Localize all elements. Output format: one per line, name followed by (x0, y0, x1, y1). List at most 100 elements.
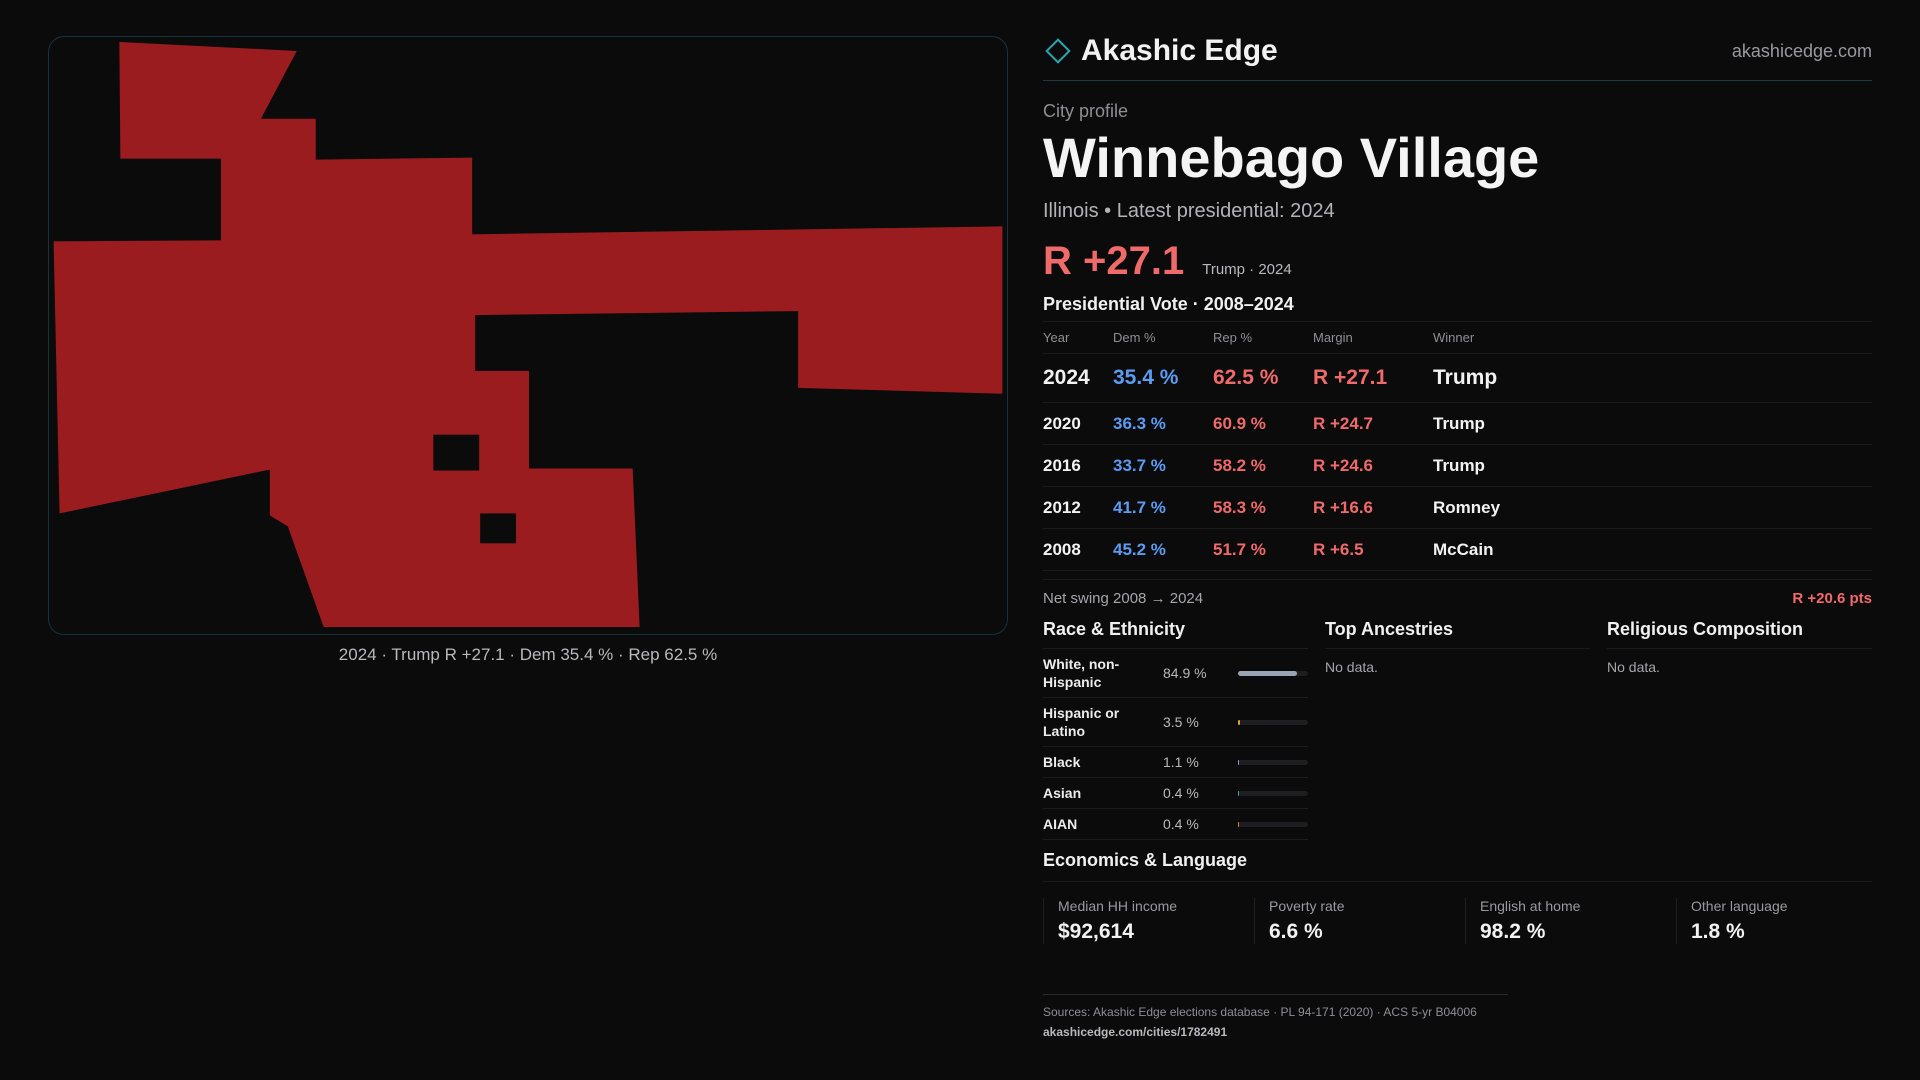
table-header-row: Year Dem % Rep % Margin Winner (1043, 321, 1872, 354)
race-bar (1238, 719, 1308, 725)
city-boundary-shape (53, 41, 1003, 628)
race-row: White, non-Hispanic 84.9 % (1043, 649, 1308, 698)
boundary-hole (480, 513, 517, 544)
winner-cell: McCain (1433, 528, 1872, 571)
diamond-logo-icon (1045, 38, 1071, 64)
net-swing: Net swing 2008 → 2024 R +20.6 pts (1043, 579, 1872, 607)
column-header: Winner (1433, 321, 1872, 354)
race-bar-fill (1238, 790, 1240, 796)
race-bar-fill (1238, 670, 1298, 676)
econ-label: Poverty rate (1269, 898, 1345, 914)
profile-panel: Akashic Edge akashicedge.com City profil… (1043, 30, 1872, 944)
race-value: 0.4 % (1163, 785, 1199, 801)
econ-value: $92,614 (1058, 920, 1134, 943)
race-bar-fill (1238, 759, 1240, 765)
econ-label: English at home (1480, 898, 1581, 914)
race-bar-fill (1238, 821, 1240, 827)
race-bar-fill (1238, 719, 1241, 725)
winner-cell: Trump (1433, 402, 1872, 445)
religion-section-title: Religious Composition (1607, 619, 1872, 649)
brand-header: Akashic Edge akashicedge.com (1043, 30, 1872, 81)
sources-url-link[interactable]: akashicedge.com/cities/1782491 (1043, 1025, 1228, 1039)
race-row: Black 1.1 % (1043, 747, 1308, 778)
race-row: AIAN 0.4 % (1043, 809, 1308, 840)
year-cell: 2012 (1043, 486, 1113, 529)
column-header: Year (1043, 321, 1113, 354)
race-row: Asian 0.4 % (1043, 778, 1308, 809)
rep-cell: 58.3 % (1213, 486, 1313, 529)
votes-table: Year Dem % Rep % Margin Winner 2024 35.4… (1043, 321, 1872, 571)
margin-cell: R +16.6 (1313, 486, 1433, 529)
margin-value: R +27.1 (1043, 239, 1185, 283)
econ-value: 6.6 % (1269, 920, 1323, 943)
margin-cell: R +27.1 (1313, 353, 1433, 403)
winner-cell: Trump (1433, 353, 1872, 403)
boundary-hole (433, 434, 480, 471)
brand-name: Akashic Edge (1081, 34, 1278, 67)
race-value: 3.5 % (1163, 714, 1199, 730)
table-row: 2020 36.3 % 60.9 % R +24.7 Trump (1043, 402, 1872, 445)
table-row: 2008 45.2 % 51.7 % R +6.5 McCain (1043, 528, 1872, 571)
econ-card: English at home 98.2 % (1465, 898, 1661, 944)
year-cell: 2008 (1043, 528, 1113, 571)
map-caption: 2024 · Trump R +27.1 · Dem 35.4 % · Rep … (338, 645, 718, 664)
page-title: Winnebago Village (1043, 126, 1540, 189)
race-bar (1238, 790, 1308, 796)
race-ethnicity-section: Race & Ethnicity White, non-Hispanic 84.… (1043, 619, 1308, 840)
year-cell: 2020 (1043, 402, 1113, 445)
rep-cell: 51.7 % (1213, 528, 1313, 571)
sources-text: Sources: Akashic Edge elections database… (1043, 1005, 1477, 1019)
votes-section-title: Presidential Vote · 2008–2024 (1043, 294, 1294, 314)
column-header: Rep % (1213, 321, 1313, 354)
dem-cell: 45.2 % (1113, 528, 1213, 571)
margin-cell: R +24.7 (1313, 402, 1433, 445)
rep-cell: 62.5 % (1213, 353, 1313, 403)
dem-cell: 41.7 % (1113, 486, 1213, 529)
city-boundary-map (53, 41, 1003, 628)
winner-cell: Trump (1433, 444, 1872, 487)
year-cell: 2016 (1043, 444, 1113, 487)
ancestries-section-title: Top Ancestries (1325, 619, 1590, 649)
year-cell: 2024 (1043, 353, 1113, 403)
demographics-columns: Race & Ethnicity White, non-Hispanic 84.… (1043, 619, 1872, 840)
rep-cell: 60.9 % (1213, 402, 1313, 445)
econ-card: Poverty rate 6.6 % (1254, 898, 1450, 944)
map-panel[interactable] (48, 36, 1008, 635)
race-name: Hispanic or Latino (1043, 705, 1120, 739)
table-row: 2024 35.4 % 62.5 % R +27.1 Trump (1043, 353, 1872, 403)
winner-cell: Romney (1433, 486, 1872, 529)
column-header: Dem % (1113, 321, 1213, 354)
econ-label: Median HH income (1058, 898, 1178, 914)
margin-cell: R +24.6 (1313, 444, 1433, 487)
econ-value: 98.2 % (1480, 920, 1546, 943)
margin-cell: R +6.5 (1313, 528, 1433, 571)
ancestries-section: Top Ancestries No data. (1325, 619, 1590, 840)
net-swing-label: Net swing 2008 → 2024 (1043, 590, 1204, 607)
rep-cell: 58.2 % (1213, 444, 1313, 487)
race-name: Black (1043, 754, 1081, 770)
race-name: AIAN (1043, 816, 1078, 832)
religion-empty: No data. (1607, 659, 1660, 675)
religion-section: Religious Composition No data. (1607, 619, 1872, 840)
table-row: 2012 41.7 % 58.3 % R +16.6 Romney (1043, 486, 1872, 529)
margin-note: Trump · 2024 (1202, 261, 1292, 278)
race-bar (1238, 670, 1308, 676)
page-subtitle: Illinois • Latest presidential: 2024 (1043, 200, 1335, 222)
race-bar (1238, 759, 1308, 765)
race-bar (1238, 821, 1308, 827)
econ-card: Other language 1.8 % (1676, 898, 1872, 944)
race-value: 1.1 % (1163, 754, 1199, 770)
econ-card: Median HH income $92,614 (1043, 898, 1239, 944)
race-value: 0.4 % (1163, 816, 1199, 832)
dem-cell: 36.3 % (1113, 402, 1213, 445)
column-header: Margin (1313, 321, 1433, 354)
race-value: 84.9 % (1163, 665, 1207, 681)
race-name: Asian (1043, 785, 1082, 801)
race-row: Hispanic or Latino 3.5 % (1043, 698, 1308, 747)
econ-value: 1.8 % (1691, 920, 1745, 943)
race-section-title: Race & Ethnicity (1043, 619, 1308, 649)
sources-footer: Sources: Akashic Edge elections database… (1043, 994, 1508, 1039)
brand-url-link[interactable]: akashicedge.com (1731, 40, 1872, 61)
net-swing-value: R +20.6 pts (1792, 590, 1872, 607)
race-name: White, non-Hispanic (1043, 656, 1120, 690)
